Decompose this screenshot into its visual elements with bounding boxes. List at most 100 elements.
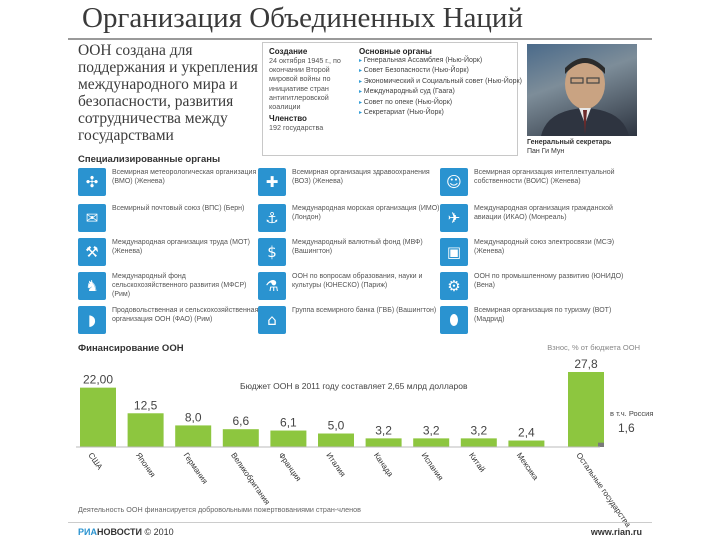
finance-note: Взнос, % от бюджета ООН xyxy=(547,343,640,352)
category-label: Остальные государства xyxy=(574,451,633,529)
title-divider xyxy=(68,38,652,40)
agency-item: ⚒ Международная организация труда (МОТ) (… xyxy=(78,238,268,268)
agency-label: Всемирный почтовый союз (ВПС) (Берн) xyxy=(112,205,245,212)
bar-value-label: 12,5 xyxy=(134,398,158,412)
logo-novosti: НОВОСТИ xyxy=(96,527,143,537)
agency-item: ✚ Всемирная организация здравоохранения (… xyxy=(258,168,448,198)
secretary-photo xyxy=(527,44,637,136)
category-label: Италия xyxy=(324,451,347,478)
bar xyxy=(460,438,497,447)
agency-label: Международная организация труда (МОТ) (Ж… xyxy=(112,239,250,255)
secretary-caption: Генеральный секретарь Пан Ги Мун xyxy=(527,138,637,156)
bar xyxy=(508,440,545,447)
category-label: Франция xyxy=(277,451,303,483)
bar-value-label: 8,0 xyxy=(185,410,202,424)
bread-icon: ◗ xyxy=(78,306,106,334)
organ-item: Экономический и Социальный совет (Нью-Йо… xyxy=(359,77,522,87)
medical-cross-icon: ✚ xyxy=(258,168,286,196)
russia-bar xyxy=(598,442,604,447)
agency-label: Продовольственная и сельскохозяйственная… xyxy=(112,307,259,323)
category-label: Мексика xyxy=(515,451,541,482)
agency-label: Международная морская организация (ИМО) … xyxy=(292,205,440,221)
bar xyxy=(270,430,307,447)
surfboard-icon: ⬮ xyxy=(440,306,468,334)
organ-item: Совет Безопасности (Нью-Йорк) xyxy=(359,66,515,76)
bar-value-label: 6,1 xyxy=(280,416,297,430)
tv-icon: ▣ xyxy=(440,238,468,266)
agency-item: ◗ Продовольственная и сельскохозяйственна… xyxy=(78,306,268,336)
page-title: Организация Объединенных Наций xyxy=(82,2,523,34)
agency-item: ⌂ Группа всемирного банка (ГВБ) (Вашингто… xyxy=(258,306,448,336)
agency-item: ✈ Международная организация гражданской а… xyxy=(440,204,630,234)
category-label: Канада xyxy=(372,451,395,479)
dollar-icon: $ xyxy=(258,238,286,266)
members-heading: Членство xyxy=(269,114,307,124)
agency-label: Всемирная организация здравоохранения (В… xyxy=(292,169,430,185)
agency-item: ⚓ Международная морская организация (ИМО)… xyxy=(258,204,448,234)
agency-item: ⬮ Всемирная организация по туризму (ВОТ) … xyxy=(440,306,630,336)
agency-item: ✉ Всемирный почтовый союз (ВПС) (Берн) xyxy=(78,204,268,234)
fan-icon: ✣ xyxy=(78,168,106,196)
agency-label: ООН по промышленному развитию (ЮНИДО) (В… xyxy=(474,273,624,289)
head-icon: ☺ xyxy=(440,168,468,196)
bar-value-label: 27,8 xyxy=(574,357,598,371)
agency-label: Международный валютный фонд (МВФ) (Вашин… xyxy=(292,239,423,255)
agency-label: Всемирная организация по туризму (ВОТ) (… xyxy=(474,307,612,323)
agency-item: ⚙ ООН по промышленному развитию (ЮНИДО) (… xyxy=(440,272,630,302)
rooster-icon: ♞ xyxy=(78,272,106,300)
agency-item: ♞ Международный фонд сельскохозяйственног… xyxy=(78,272,268,302)
russia-label: в т.ч. Россия xyxy=(610,409,653,418)
organ-item: Генеральная Ассамблея (Нью-Йорк) xyxy=(359,56,515,66)
organ-item: Совет по опеке (Нью-Йорк) xyxy=(359,98,515,108)
category-label: Великобритания xyxy=(229,451,272,506)
portrait-illustration xyxy=(541,58,629,136)
category-label: США xyxy=(86,451,104,472)
footer-divider xyxy=(68,522,652,523)
category-label: Испания xyxy=(420,451,446,482)
budget-text: Бюджет ООН в 2011 году составляет 2,65 м… xyxy=(240,381,468,391)
secretary-role: Генеральный секретарь xyxy=(527,139,612,146)
site-link[interactable]: www.rian.ru xyxy=(590,527,642,537)
agencies-title: Специализированные органы xyxy=(78,154,221,165)
anchor-icon: ⚓ xyxy=(258,204,286,232)
agency-label: Международная организация гражданской ав… xyxy=(474,205,613,221)
agency-item: $ Международный валютный фонд (МВФ) (Ваши… xyxy=(258,238,448,268)
organs-block: Основные органы Генеральная Ассамблея (Н… xyxy=(359,47,522,118)
agency-item: ✣ Всемирная метеорологическая организация… xyxy=(78,168,268,198)
bar xyxy=(175,425,212,447)
bar-value-label: 22,00 xyxy=(83,373,113,387)
agency-label: Всемирная организация интеллектуальной с… xyxy=(474,169,615,185)
members-text: 192 государства xyxy=(269,123,324,133)
finance-title: Финансирование ООН xyxy=(78,343,184,354)
microscope-icon: ⚗ xyxy=(258,272,286,300)
ria-logo: РИАНОВОСТИ © 2010 xyxy=(78,527,174,537)
agency-item: ⚗ ООН по вопросам образования, науки и ку… xyxy=(258,272,448,302)
footer-note: Деятельность ООН финансируется доброволь… xyxy=(78,505,361,514)
organ-item: Секретариат (Нью-Йорк) xyxy=(359,108,515,118)
bar xyxy=(127,413,164,447)
bar xyxy=(568,372,604,447)
organ-item: Международный суд (Гаага) xyxy=(359,87,515,97)
bar-value-label: 2,4 xyxy=(518,426,535,440)
logo-year: © 2010 xyxy=(144,527,174,537)
bar-value-label: 3,2 xyxy=(470,423,487,437)
russia-value: 1,6 xyxy=(618,421,635,435)
airplane-icon: ✈ xyxy=(440,204,468,232)
agency-label: Международный фонд сельскохозяйственного… xyxy=(112,273,247,298)
bar-value-label: 3,2 xyxy=(423,423,440,437)
agency-label: ООН по вопросам образования, науки и кул… xyxy=(292,273,423,289)
bar-value-label: 5,0 xyxy=(328,419,345,433)
bar xyxy=(80,387,116,447)
bar xyxy=(222,429,259,447)
oil-pump-icon: ⚙ xyxy=(440,272,468,300)
category-label: Германия xyxy=(182,451,210,486)
intro-text: ООН создана для поддержания и укрепления… xyxy=(78,42,258,144)
category-label: Китай xyxy=(467,451,487,474)
bar xyxy=(413,438,450,447)
bar xyxy=(318,433,354,447)
logo-ria: РИА xyxy=(78,527,97,537)
created-heading: Создание xyxy=(269,47,308,56)
category-label: Япония xyxy=(134,451,157,479)
secretary-name: Пан Ги Мун xyxy=(527,148,565,155)
